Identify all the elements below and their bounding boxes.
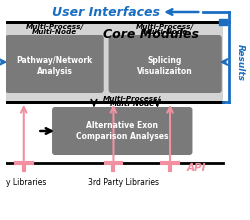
Text: Splicing
Visualizaiton: Splicing Visualizaiton — [137, 56, 193, 76]
Text: Alternative Exon
Comparison Analyses: Alternative Exon Comparison Analyses — [76, 121, 168, 141]
FancyBboxPatch shape — [52, 107, 192, 155]
Bar — [6, 22, 223, 102]
Text: Multi-Node: Multi-Node — [142, 29, 188, 35]
Text: y Libraries: y Libraries — [6, 178, 46, 187]
Text: Multi-Node: Multi-Node — [110, 101, 154, 107]
Text: API: API — [186, 163, 206, 173]
Text: Pathway/Network
Analysis: Pathway/Network Analysis — [16, 56, 92, 76]
Text: Multi-Process/: Multi-Process/ — [103, 96, 161, 102]
Text: Multi-Process/: Multi-Process/ — [136, 24, 194, 30]
Bar — [219, 19, 226, 25]
Text: Results: Results — [236, 44, 245, 81]
Text: 3rd Party Libraries: 3rd Party Libraries — [88, 178, 159, 187]
Text: Multi-Process/: Multi-Process/ — [26, 24, 84, 30]
FancyBboxPatch shape — [5, 35, 104, 93]
Text: Multi-Node: Multi-Node — [32, 29, 77, 35]
Text: Core Modules: Core Modules — [102, 28, 198, 41]
FancyBboxPatch shape — [108, 35, 222, 93]
Text: User Interfaces: User Interfaces — [52, 6, 160, 18]
